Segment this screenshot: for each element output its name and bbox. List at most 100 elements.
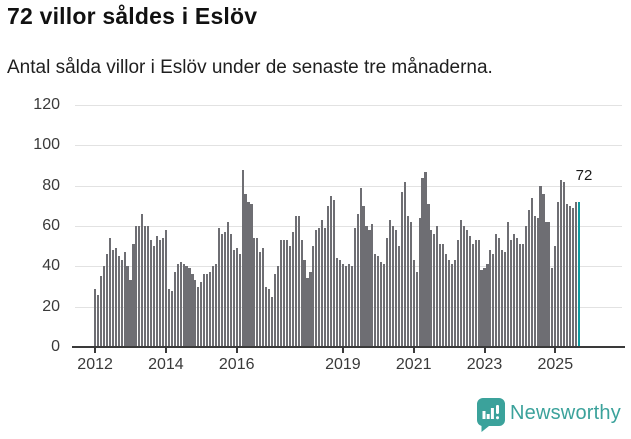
bar	[247, 201, 250, 347]
bar	[359, 187, 362, 347]
bar	[509, 240, 513, 347]
bar	[120, 260, 123, 347]
y-tick-label-120: 120	[33, 96, 60, 113]
bar	[421, 177, 424, 347]
bar	[321, 219, 324, 347]
bar	[335, 258, 339, 347]
y-tick-label-80: 80	[42, 176, 60, 194]
bar	[436, 226, 439, 347]
x-tick-2025	[554, 347, 557, 353]
x-tick-label-2021: 2021	[395, 356, 432, 373]
bar	[400, 191, 403, 347]
bar	[453, 260, 457, 347]
bar	[123, 252, 126, 347]
y-tick-label-40: 40	[42, 257, 60, 275]
chart-title: 72 villor såldes i Eslöv	[7, 3, 258, 29]
bar	[548, 221, 551, 347]
bar	[303, 260, 306, 347]
bar	[480, 270, 483, 347]
bar	[386, 238, 389, 347]
bar	[244, 193, 247, 347]
bar	[471, 244, 474, 347]
bar	[114, 248, 117, 347]
chart-area	[75, 105, 622, 347]
bar	[545, 221, 548, 347]
bar	[108, 238, 111, 347]
bar	[214, 264, 218, 347]
bar	[418, 217, 421, 347]
bar	[226, 221, 229, 347]
bar	[256, 238, 259, 347]
bar	[153, 246, 156, 347]
x-tick-2016	[235, 347, 238, 353]
bar	[344, 266, 347, 347]
bar	[318, 228, 321, 347]
bar	[527, 209, 530, 347]
gridline-100	[75, 145, 622, 147]
bar	[144, 226, 147, 347]
bar	[560, 179, 563, 347]
bar	[132, 244, 135, 347]
bar	[117, 256, 120, 347]
bar	[158, 240, 162, 347]
x-tick-label-2019: 2019	[325, 356, 361, 373]
bar	[374, 254, 377, 347]
bar	[521, 244, 524, 347]
bar	[300, 240, 303, 347]
x-tick-2019	[341, 347, 344, 353]
bar	[571, 207, 575, 347]
bar	[551, 268, 554, 347]
bar	[241, 169, 244, 347]
bar	[539, 185, 542, 347]
bar	[439, 244, 442, 347]
bar	[377, 256, 380, 347]
bar	[297, 215, 300, 347]
bar	[356, 213, 359, 347]
bar	[161, 238, 165, 347]
bar	[223, 232, 226, 347]
bar	[191, 274, 194, 347]
bar	[403, 181, 406, 347]
bar	[391, 226, 395, 347]
bar	[486, 264, 489, 347]
bar	[170, 290, 173, 347]
x-tick-label-2025: 2025	[537, 356, 574, 373]
bar	[173, 272, 176, 347]
bar	[203, 274, 206, 347]
brand-footer: Newsworthy	[477, 398, 627, 434]
bar	[489, 250, 492, 347]
bar	[371, 223, 374, 347]
bar	[294, 215, 297, 347]
x-tick-2023	[483, 347, 486, 353]
bar	[557, 201, 560, 347]
x-tick-label-2014: 2014	[148, 356, 184, 373]
bar	[282, 240, 285, 347]
bar	[206, 274, 209, 347]
bar	[176, 264, 179, 347]
bar	[524, 226, 527, 347]
bar	[217, 228, 221, 347]
bar	[182, 264, 185, 347]
bar	[324, 228, 327, 347]
bar	[483, 268, 486, 347]
bar	[468, 236, 471, 347]
bar	[273, 274, 277, 347]
brand-name: Newsworthy	[510, 402, 621, 424]
bar	[338, 260, 342, 347]
bar	[501, 250, 504, 347]
bar	[512, 234, 516, 347]
bar	[427, 203, 430, 347]
bar	[530, 197, 533, 347]
bar	[111, 250, 114, 347]
bar	[327, 205, 330, 347]
chart-subtitle: Antal sålda villor i Eslöv under de sena…	[7, 57, 493, 78]
bar	[188, 268, 191, 347]
bar	[347, 264, 350, 347]
bar	[459, 219, 462, 347]
bar	[268, 288, 271, 347]
bar	[271, 296, 274, 347]
bar	[518, 244, 521, 347]
bar	[332, 199, 336, 347]
bar	[94, 288, 97, 347]
bar	[568, 205, 572, 347]
